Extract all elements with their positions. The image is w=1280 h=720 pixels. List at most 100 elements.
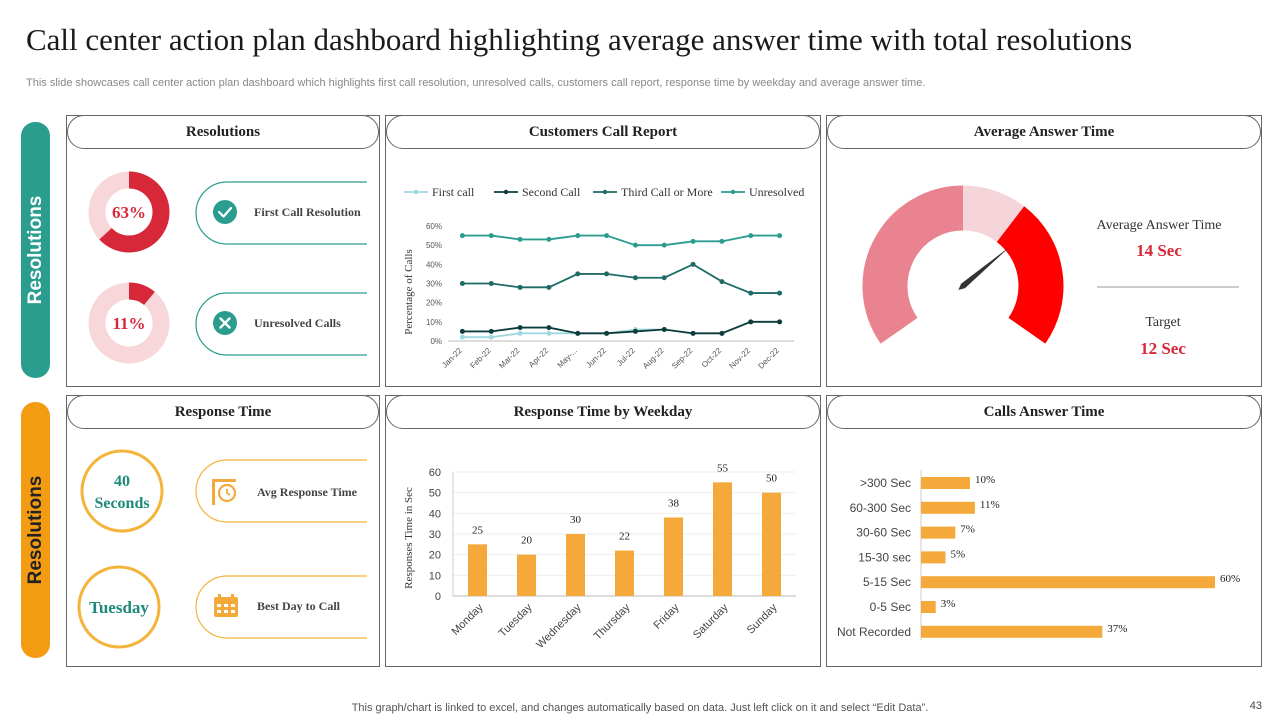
line-point <box>632 328 638 334</box>
line-point <box>748 233 754 239</box>
line-point <box>575 233 581 239</box>
hbar-bar <box>921 576 1215 589</box>
bar-chart-ytick: 50 <box>429 488 441 500</box>
target-label: Target <box>1145 315 1180 330</box>
weekday-xtick: Friday <box>652 601 682 631</box>
weekday-xtick: Monday <box>449 601 486 638</box>
check-icon <box>213 200 237 224</box>
first-call-donut-fill <box>88 171 170 253</box>
line-point <box>777 319 783 325</box>
line-chart-ytick: 50% <box>426 241 442 250</box>
hbar-bar <box>921 477 970 489</box>
hbar-category: 0-5 Sec <box>870 600 911 614</box>
line-chart-ytick: 20% <box>426 299 442 308</box>
avg-response-circle <box>80 449 164 533</box>
line-chart-xtick: Dec-22 <box>756 346 781 371</box>
hbar-label: 37% <box>1107 623 1127 635</box>
calendar-icon <box>214 594 238 617</box>
weekday-bar <box>762 492 781 596</box>
calls-answer-time-header: Calls Answer Time <box>827 395 1261 429</box>
footer-note: This graph/chart is linked to excel, and… <box>351 702 929 714</box>
line-point <box>459 334 465 340</box>
line-chart-xtick: Jul-22 <box>615 346 637 368</box>
legend-label: Unresolved <box>749 185 804 199</box>
weekday-xtick: Thursday <box>592 601 633 642</box>
average-answer-gauge: Average Answer Time 14 Sec Target 12 Sec <box>862 185 1239 358</box>
line-point <box>632 242 638 248</box>
weekday-bar-label: 20 <box>521 535 533 547</box>
timer-icon <box>212 479 237 505</box>
weekday-bar <box>517 554 536 596</box>
hbar-category: 30-60 Sec <box>856 526 911 540</box>
line-point <box>604 233 610 239</box>
line-chart-ytick: 30% <box>426 280 442 289</box>
hbar-label: 7% <box>960 524 975 536</box>
line-chart-xtick: Sep-22 <box>670 346 695 371</box>
unresolved-percent: 11% <box>112 314 145 333</box>
page-number: 43 <box>1249 700 1262 712</box>
line-point <box>546 284 552 290</box>
legend-marker <box>413 189 419 195</box>
line-point <box>604 271 610 277</box>
hbar-bar <box>921 601 936 613</box>
weekday-xtick: Sunday <box>745 601 780 636</box>
first-call-percent: 63% <box>112 203 146 222</box>
best-day-label: Best Day to Call <box>257 599 341 613</box>
page-title: Call center action plan dashboard highli… <box>26 22 1133 57</box>
weekday-xtick: Wednesday <box>534 601 584 651</box>
legend-label: Third Call or More <box>621 185 713 199</box>
calls-answer-time-panel: >300 Sec 10% 60-300 Sec 11% 30-60 Sec 7% 15-30… <box>826 395 1262 667</box>
line-series-1 <box>462 320 780 335</box>
avg-response-card-outline <box>195 459 367 523</box>
hbar-label: 3% <box>941 598 956 610</box>
hbar-bar <box>921 501 975 514</box>
line-point <box>748 290 754 296</box>
line-point <box>690 330 696 336</box>
side-tab-bottom-label: Resolutions <box>24 475 46 585</box>
bar-chart-ytick: 20 <box>429 550 441 562</box>
line-series-2 <box>462 263 780 294</box>
calls-answer-time-chart: >300 Sec 10% 60-300 Sec 11% 30-60 Sec 7% 15-30… <box>837 470 1240 640</box>
check-icon-mark <box>217 206 233 218</box>
bar-chart-ytick: 0 <box>435 591 441 603</box>
line-point <box>575 330 581 336</box>
line-point <box>488 281 494 286</box>
first-call-card-outline <box>195 181 367 245</box>
line-chart-ytick: 10% <box>426 318 442 327</box>
response-time-by-weekday-header: Response Time by Weekday <box>386 395 820 429</box>
weekday-bar <box>566 534 585 596</box>
line-chart-xtick: Jun-22 <box>584 346 608 370</box>
line-point <box>661 327 667 332</box>
weekday-bar-label: 50 <box>766 473 778 485</box>
line-series-3 <box>462 234 780 247</box>
gauge-segment <box>862 185 964 344</box>
weekday-bar <box>615 550 634 596</box>
response-time-graphic: 40 Seconds Tuesday Avg Response Time Bes… <box>77 449 367 649</box>
bar-chart-ylabel: Responses Time in Sec <box>403 487 415 589</box>
line-point <box>488 328 494 334</box>
bar-chart-ytick: 60 <box>429 467 441 479</box>
line-chart-xtick: Oct-22 <box>700 346 724 370</box>
average-answer-header: Average Answer Time <box>827 115 1261 149</box>
unresolved-donut-fill <box>88 282 170 364</box>
line-chart-xtick: Mar-22 <box>497 346 522 371</box>
hbar-label: 5% <box>951 548 966 560</box>
line-chart-ytick: 60% <box>426 222 442 231</box>
line-chart-xtick: Nov-22 <box>728 346 753 371</box>
unresolved-label: Unresolved Calls <box>254 316 341 330</box>
hbar-category: Not Recorded <box>837 625 911 639</box>
hbar-label: 11% <box>980 499 1000 511</box>
bar-chart-ytick: 30 <box>429 529 441 541</box>
weekday-bar-label: 25 <box>472 524 484 536</box>
line-point <box>459 328 465 334</box>
hbar-category: >300 Sec <box>860 476 911 490</box>
line-point <box>517 325 523 331</box>
gauge-segment <box>961 185 1025 243</box>
hbar-label: 60% <box>1220 573 1240 585</box>
line-chart-xtick: Aug-22 <box>641 346 666 371</box>
line-point <box>488 233 494 239</box>
best-day-card-outline <box>195 575 367 639</box>
line-point <box>459 233 465 239</box>
line-chart-ytick: 40% <box>426 260 442 269</box>
first-call-label: First Call Resolution <box>254 205 361 219</box>
